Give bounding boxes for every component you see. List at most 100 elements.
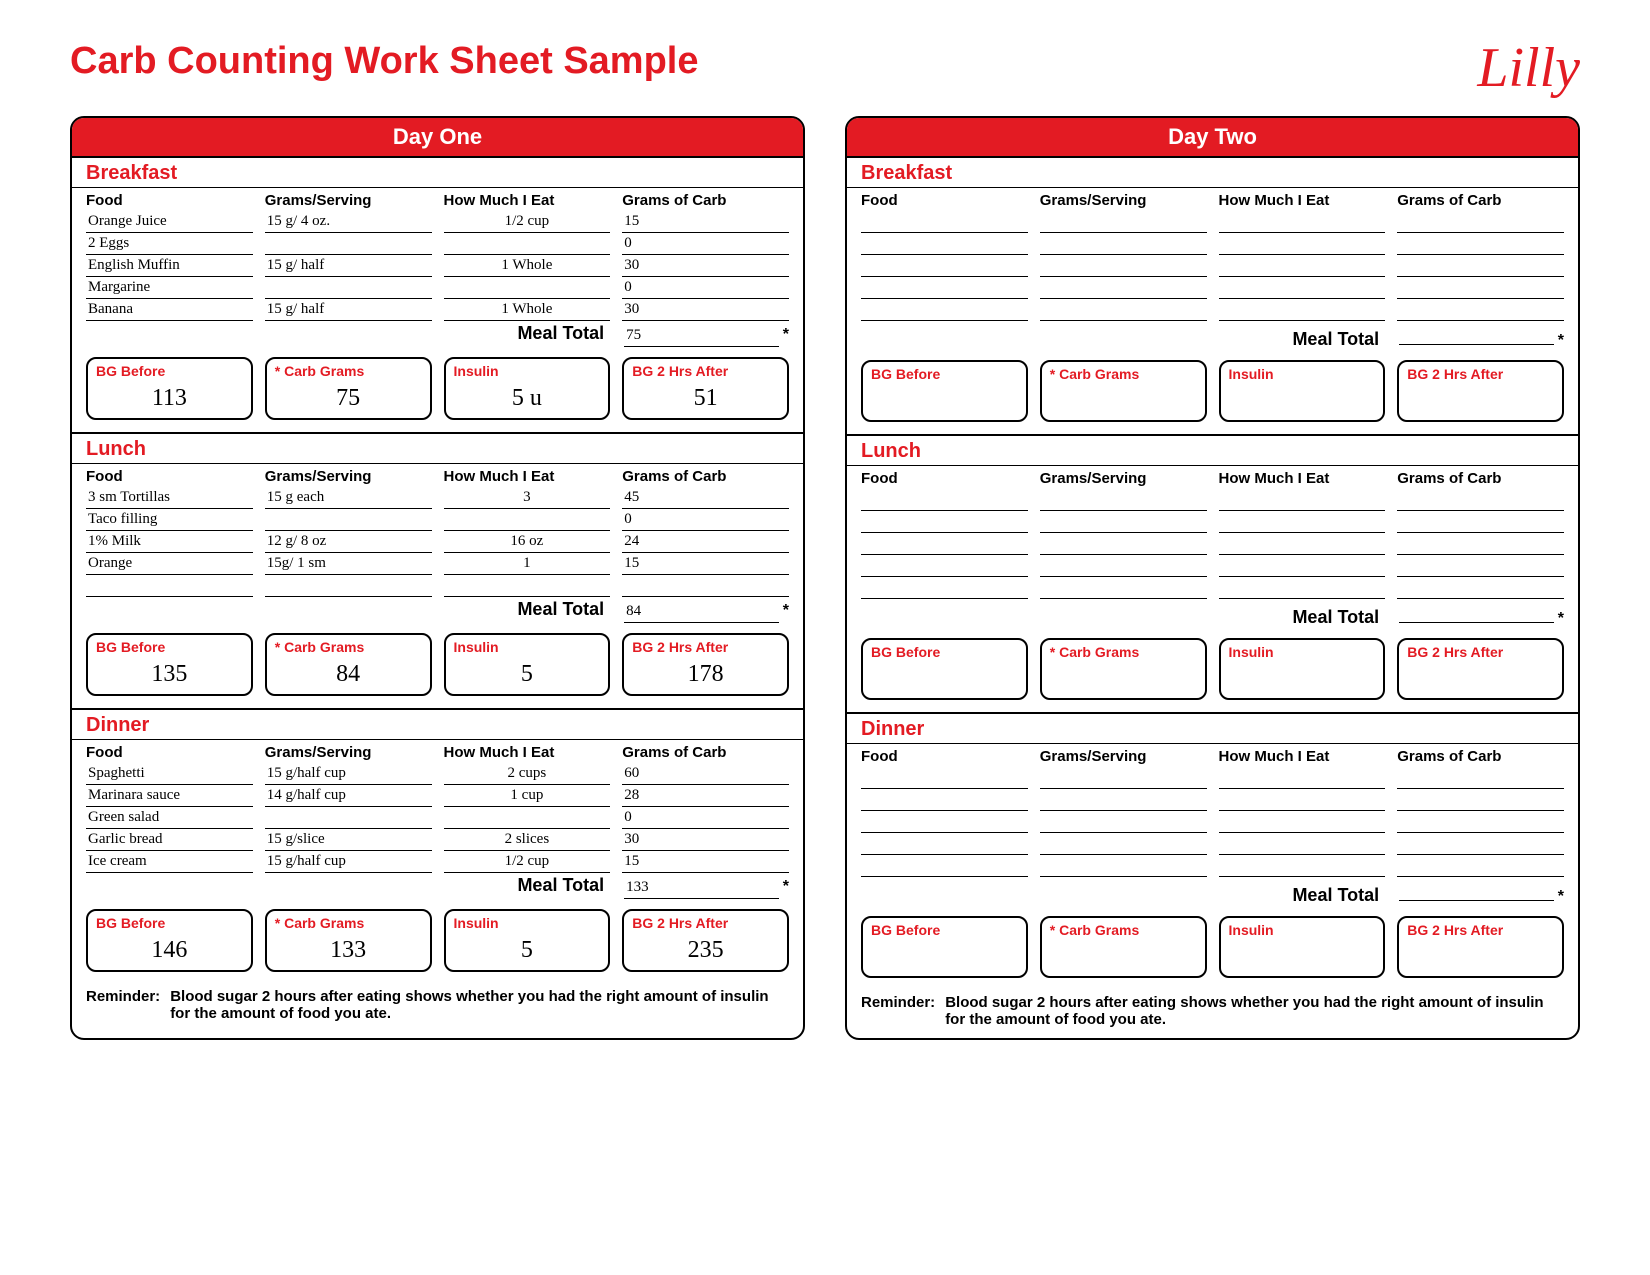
stat-value: 133: [275, 937, 422, 964]
column-header: Grams of Carb: [1397, 748, 1564, 767]
food-cell: 0: [622, 509, 789, 531]
meal-section: BreakfastFoodGrams/ServingHow Much I Eat…: [72, 156, 803, 432]
food-cell: [265, 575, 432, 597]
food-cell: [1040, 833, 1207, 855]
food-row: [861, 277, 1564, 299]
column-header: How Much I Eat: [444, 744, 611, 763]
food-table: FoodGrams/ServingHow Much I EatGrams of …: [72, 464, 803, 623]
column-header: How Much I Eat: [1219, 192, 1386, 211]
food-cell: [1219, 233, 1386, 255]
food-cell: [1040, 811, 1207, 833]
food-row: [861, 211, 1564, 233]
food-cell: [1219, 789, 1386, 811]
food-cell: 1/2 cup: [444, 851, 611, 873]
food-cell: 15 g/half cup: [265, 763, 432, 785]
stat-box-bg-before: BG Before: [861, 916, 1028, 978]
food-row: Taco filling0: [86, 509, 789, 531]
stat-box-bg-after: BG 2 Hrs After: [1397, 638, 1564, 700]
meal-total-label: Meal Total: [439, 875, 612, 896]
food-cell: [1040, 855, 1207, 877]
stats-row: BG Before113* Carb Grams75Insulin5 uBG 2…: [72, 347, 803, 432]
reminder-label: Reminder:: [861, 994, 935, 1028]
food-cell: 15 g/slice: [265, 829, 432, 851]
food-cell: 1 Whole: [444, 299, 611, 321]
food-cell: [265, 233, 432, 255]
stat-value: 75: [275, 385, 422, 412]
food-cell: [1219, 277, 1386, 299]
day-header: Day Two: [847, 118, 1578, 156]
food-cell: 15 g/half cup: [265, 851, 432, 873]
reminder: Reminder:Blood sugar 2 hours after eatin…: [72, 984, 803, 1032]
food-cell: Ice cream: [86, 851, 253, 873]
meal-section: DinnerFoodGrams/ServingHow Much I EatGra…: [72, 708, 803, 984]
meal-total-label: Meal Total: [1214, 607, 1387, 628]
food-row: 3 sm Tortillas15 g each345: [86, 487, 789, 509]
stat-label: Insulin: [454, 915, 601, 931]
food-cell: [265, 807, 432, 829]
stat-box-insulin: Insulin: [1219, 916, 1386, 978]
food-cell: 15 g/ half: [265, 299, 432, 321]
stat-value: 135: [96, 661, 243, 688]
food-cell: Banana: [86, 299, 253, 321]
column-header: How Much I Eat: [444, 468, 611, 487]
food-cell: [444, 509, 611, 531]
food-header-row: FoodGrams/ServingHow Much I EatGrams of …: [86, 468, 789, 487]
food-cell: 1% Milk: [86, 531, 253, 553]
asterisk-icon: *: [783, 878, 789, 896]
stat-box-bg-after: BG 2 Hrs After235: [622, 909, 789, 972]
meal-total-label: Meal Total: [1214, 885, 1387, 906]
day-column: Day OneBreakfastFoodGrams/ServingHow Muc…: [70, 116, 805, 1040]
food-cell: 1 cup: [444, 785, 611, 807]
stat-label: BG 2 Hrs After: [632, 363, 779, 379]
food-cell: 3 sm Tortillas: [86, 487, 253, 509]
food-header-row: FoodGrams/ServingHow Much I EatGrams of …: [861, 470, 1564, 489]
food-cell: 3: [444, 487, 611, 509]
food-header-row: FoodGrams/ServingHow Much I EatGrams of …: [86, 192, 789, 211]
food-table: FoodGrams/ServingHow Much I EatGrams of …: [72, 740, 803, 899]
food-cell: [1219, 577, 1386, 599]
day-column: Day TwoBreakfastFoodGrams/ServingHow Muc…: [845, 116, 1580, 1040]
food-cell: [1040, 255, 1207, 277]
food-cell: [861, 833, 1028, 855]
food-cell: [861, 767, 1028, 789]
meal-name: Dinner: [847, 714, 1578, 744]
stat-label: BG 2 Hrs After: [1407, 922, 1554, 938]
asterisk-icon: *: [783, 326, 789, 344]
food-cell: 1 Whole: [444, 255, 611, 277]
asterisk-icon: *: [1558, 610, 1564, 628]
food-row: Green salad0: [86, 807, 789, 829]
stat-label: BG Before: [96, 363, 243, 379]
food-cell: [861, 789, 1028, 811]
stat-label: Insulin: [1229, 366, 1376, 382]
stat-label: * Carb Grams: [1050, 644, 1197, 660]
food-cell: 30: [622, 299, 789, 321]
stat-box-carb-grams: * Carb Grams84: [265, 633, 432, 696]
food-cell: [1219, 855, 1386, 877]
meal-total-value: 75: [624, 325, 779, 347]
food-row: [861, 511, 1564, 533]
stat-value: 51: [632, 385, 779, 412]
food-row: Orange15g/ 1 sm115: [86, 553, 789, 575]
food-cell: [861, 489, 1028, 511]
food-cell: [1040, 577, 1207, 599]
stat-label: BG Before: [96, 639, 243, 655]
food-cell: [861, 577, 1028, 599]
food-cell: [1040, 555, 1207, 577]
food-cell: 24: [622, 531, 789, 553]
food-cell: [861, 533, 1028, 555]
food-cell: [1219, 299, 1386, 321]
food-cell: [1219, 211, 1386, 233]
meal-section: LunchFoodGrams/ServingHow Much I EatGram…: [847, 434, 1578, 712]
food-cell: Orange: [86, 553, 253, 575]
stat-value: 5: [454, 661, 601, 688]
meal-total-value: [1399, 879, 1554, 901]
stat-label: * Carb Grams: [1050, 366, 1197, 382]
column-header: Food: [86, 192, 253, 211]
stat-value: 235: [632, 937, 779, 964]
food-cell: Orange Juice: [86, 211, 253, 233]
food-cell: [1397, 811, 1564, 833]
column-header: Grams/Serving: [1040, 192, 1207, 211]
food-row: Garlic bread15 g/slice2 slices30: [86, 829, 789, 851]
stat-box-insulin: Insulin: [1219, 360, 1386, 422]
stat-label: BG Before: [96, 915, 243, 931]
